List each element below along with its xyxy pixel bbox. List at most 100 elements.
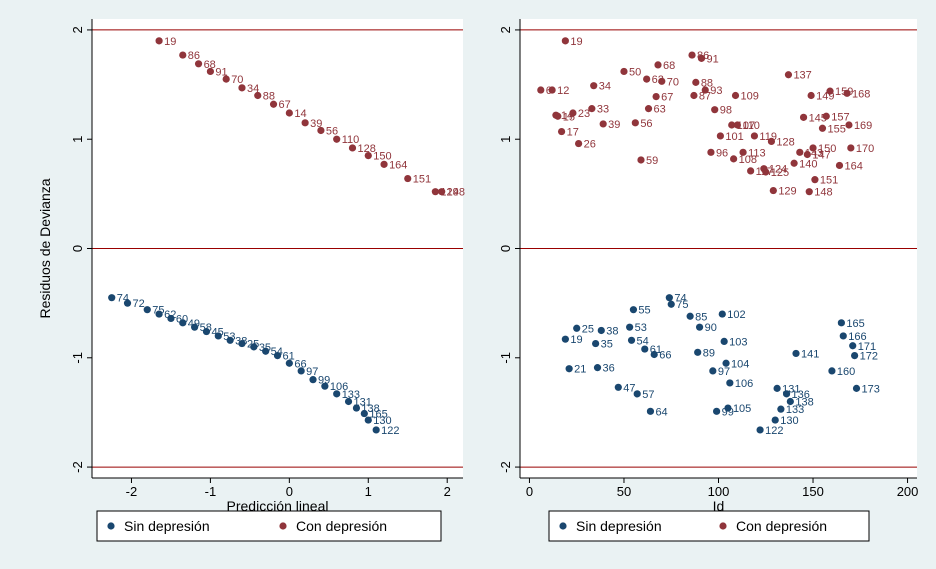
data-point xyxy=(626,323,634,331)
data-point-label: 72 xyxy=(133,298,145,310)
data-point xyxy=(317,126,325,135)
data-point-label: 33 xyxy=(597,104,609,116)
data-point xyxy=(633,390,641,398)
data-point xyxy=(575,139,583,148)
data-point xyxy=(695,323,704,331)
data-point xyxy=(573,324,581,332)
y-tick-label: -2 xyxy=(498,461,513,473)
data-point xyxy=(285,359,293,367)
data-point xyxy=(782,390,791,398)
data-point-label: 113 xyxy=(748,147,766,159)
data-point-label: 155 xyxy=(827,123,845,135)
data-point xyxy=(569,109,577,117)
data-point-label: 12 xyxy=(557,85,569,97)
data-point xyxy=(822,112,830,120)
data-point-label: 88 xyxy=(263,91,275,103)
y-tick-label: 2 xyxy=(498,26,513,33)
data-point xyxy=(786,397,794,406)
data-point xyxy=(718,310,726,318)
data-point xyxy=(726,379,734,387)
data-point-label: 133 xyxy=(342,389,360,401)
data-point xyxy=(711,106,719,114)
data-point xyxy=(792,349,800,358)
data-point-label: 125 xyxy=(771,167,789,179)
data-point xyxy=(222,75,230,83)
data-point xyxy=(588,105,596,113)
data-point-label: 136 xyxy=(792,389,810,401)
legend: Sin depresión Con depresión xyxy=(96,510,442,542)
data-point xyxy=(811,176,819,184)
data-point xyxy=(438,188,446,196)
data-point-label: 130 xyxy=(780,415,798,427)
data-point-label: 70 xyxy=(231,74,243,86)
data-point xyxy=(644,105,653,113)
data-point-label: 170 xyxy=(856,143,874,155)
series-con: 1986916850627088137612346787931091491591… xyxy=(537,36,874,199)
legend-label: Con depresión xyxy=(296,518,387,534)
data-point xyxy=(155,37,163,45)
data-point-label: 90 xyxy=(705,322,717,334)
data-point xyxy=(845,121,853,129)
data-point-label: 140 xyxy=(799,158,817,170)
data-point xyxy=(191,323,199,331)
data-point xyxy=(352,404,361,412)
data-point-label: 165 xyxy=(369,409,387,421)
data-point xyxy=(554,112,562,120)
data-point xyxy=(731,91,740,100)
y-tick-label: 0 xyxy=(70,245,85,252)
data-point-label: 91 xyxy=(215,66,227,78)
data-point xyxy=(747,167,755,175)
data-point xyxy=(620,67,628,76)
data-point xyxy=(707,148,715,156)
data-point xyxy=(548,86,556,94)
data-point-label: 148 xyxy=(814,187,832,199)
data-point xyxy=(730,155,738,163)
data-point xyxy=(750,132,759,140)
y-tick-label: 0 xyxy=(498,245,513,252)
data-point xyxy=(739,148,747,156)
data-point-label: 34 xyxy=(247,83,259,95)
data-point xyxy=(654,61,662,69)
data-point-label: 96 xyxy=(716,147,728,159)
legend-label: Con depresión xyxy=(736,518,827,534)
data-point xyxy=(709,367,717,375)
chart-panel-1: -2 -1 0 1 2 -2 -1 0 1 2 Predicción lineal Residuos … xyxy=(37,19,465,542)
data-point-label: 59 xyxy=(646,155,658,167)
data-point xyxy=(333,390,341,398)
data-point xyxy=(344,397,353,406)
data-point xyxy=(629,306,638,314)
data-point-label: 26 xyxy=(584,139,596,151)
data-point xyxy=(108,294,116,302)
data-point-label: 109 xyxy=(741,91,759,103)
data-point-label: 137 xyxy=(793,70,811,82)
data-point-label: 21 xyxy=(574,364,586,376)
data-point xyxy=(179,51,187,59)
data-point xyxy=(849,342,857,350)
data-point-label: 166 xyxy=(848,331,866,343)
data-point-label: 147 xyxy=(812,150,830,162)
data-point-label: 129 xyxy=(778,186,796,198)
data-point-label: 55 xyxy=(638,305,650,317)
data-point xyxy=(297,367,305,375)
data-point-label: 157 xyxy=(831,111,849,123)
data-point xyxy=(837,319,845,327)
data-point-label: 133 xyxy=(786,404,804,416)
data-point xyxy=(665,294,673,302)
data-point-label: 67 xyxy=(279,99,291,111)
data-point xyxy=(250,343,258,351)
data-point-label: 110 xyxy=(742,120,760,132)
data-point-label: 102 xyxy=(727,309,745,321)
data-point xyxy=(557,127,566,136)
data-point xyxy=(238,84,246,92)
data-point-label: 106 xyxy=(330,381,348,393)
data-point-label: 89 xyxy=(703,347,715,359)
data-point-label: 160 xyxy=(837,366,855,378)
data-point xyxy=(762,168,770,176)
data-point-label: 122 xyxy=(381,425,399,437)
legend-box xyxy=(96,510,442,542)
data-point-label: 23 xyxy=(578,108,590,120)
data-point xyxy=(643,75,651,83)
data-point xyxy=(537,86,545,94)
data-point-label: 151 xyxy=(820,175,838,187)
data-point-label: 97 xyxy=(306,366,318,378)
